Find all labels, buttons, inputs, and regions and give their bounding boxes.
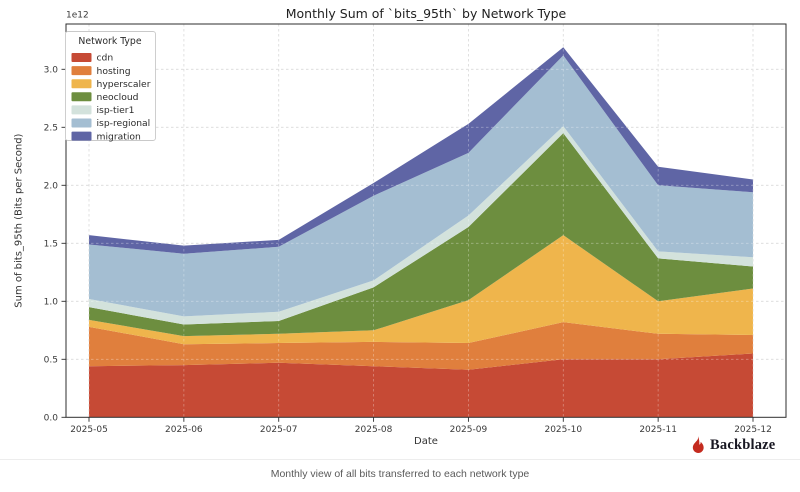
x-tick-label: 2025-12 — [734, 425, 772, 435]
legend-swatch-cdn — [71, 53, 92, 62]
axis-offset-label: 1e12 — [66, 11, 89, 21]
area-neocloud — [89, 133, 753, 337]
y-tick-label: 1.5 — [44, 240, 58, 250]
x-tick-label: 2025-11 — [639, 425, 677, 435]
x-tick-label: 2025-09 — [450, 425, 488, 435]
legend-swatch-hyperscaler — [71, 79, 92, 89]
grid-layer-over — [66, 24, 786, 418]
plot-frame — [65, 23, 787, 418]
x-tick-label: 2025-10 — [544, 425, 582, 435]
y-tick-label: 1.0 — [44, 298, 59, 308]
flame-shape — [692, 436, 704, 453]
area-hosting — [89, 322, 753, 370]
x-tick-label: 2025-08 — [355, 425, 393, 435]
legend-label-cdn: cdn — [97, 53, 114, 64]
area-hyperscaler — [89, 235, 753, 345]
chart-title: Monthly Sum of `bits_95th` by Network Ty… — [285, 6, 567, 21]
backblaze-flame-icon — [692, 436, 704, 453]
area-isp-regional — [89, 55, 753, 317]
legend-label-neocloud: neocloud — [97, 92, 139, 103]
legend: Network Type cdn hosting hyperscaler neoclou… — [65, 31, 156, 142]
x-tick-label: 2025-05 — [70, 425, 108, 435]
legend-label-hyperscaler: hyperscaler — [97, 79, 151, 90]
legend-swatch-migration — [71, 131, 92, 141]
stacked-area-chart: 0.0 0.5 1.0 1.5 2.0 2.5 3.0 2025-05 2025-06 2025-… — [14, 11, 787, 447]
y-tick-label: 0.5 — [44, 356, 58, 366]
legend-swatch-isp-tier1 — [71, 105, 92, 115]
x-tick-label: 2025-06 — [165, 425, 203, 435]
chart-caption: Monthly view of all bits transferred to … — [270, 468, 530, 480]
legend-swatch-neocloud — [71, 92, 92, 102]
legend-swatch-isp-regional — [71, 118, 92, 128]
brand-name: Backblaze — [710, 436, 776, 453]
y-tick-label: 3.0 — [44, 66, 59, 76]
legend-label-isp-tier1: isp-tier1 — [97, 105, 135, 116]
footer-divider — [0, 459, 800, 460]
y-tick-label: 2.5 — [44, 124, 58, 134]
brand-logo: Backblaze — [690, 436, 775, 454]
x-tick-label: 2025-07 — [260, 425, 298, 435]
legend-title: Network Type — [78, 36, 141, 47]
legend-label-isp-regional: isp-regional — [97, 118, 151, 129]
y-axis-label: Sum of bits_95th (Bits per Second) — [14, 133, 25, 307]
y-tick-label: 2.0 — [44, 182, 59, 192]
legend-swatch-hosting — [71, 66, 92, 76]
legend-label-hosting: hosting — [97, 66, 131, 77]
area-cdn — [89, 353, 753, 418]
x-axis-label: Date — [414, 436, 438, 447]
y-tick-label: 0.0 — [44, 414, 59, 424]
legend-label-migration: migration — [97, 131, 142, 142]
